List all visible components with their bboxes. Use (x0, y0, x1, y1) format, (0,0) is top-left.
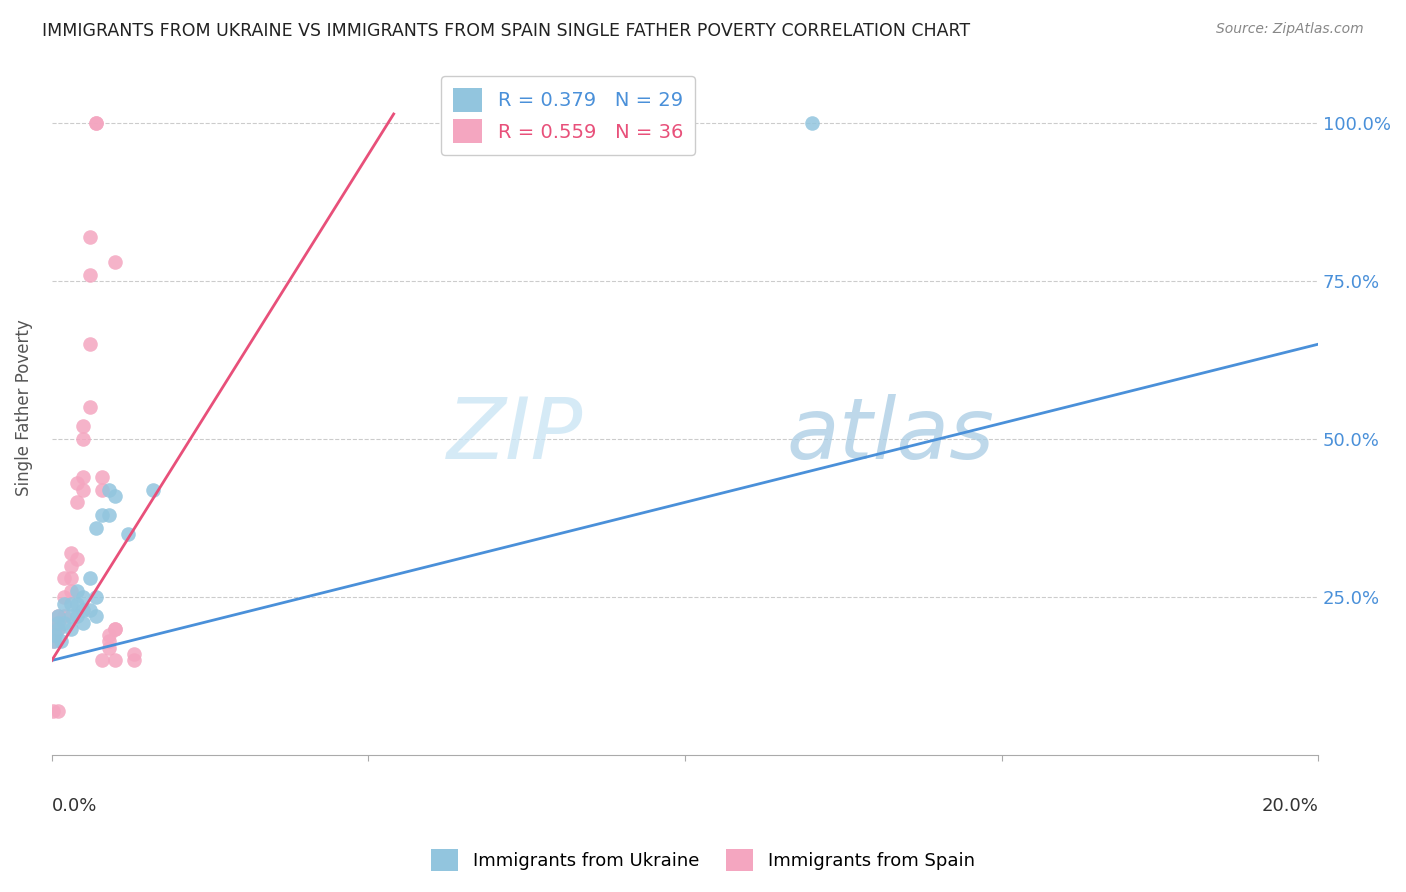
Point (79, 603, 101, 617)
Point (97, 640, 120, 655)
Point (53, 597, 76, 611)
Point (72, 470, 94, 484)
Point (46, 704, 69, 718)
Point (104, 489, 127, 503)
Point (42, 634, 65, 648)
Point (66, 583, 89, 598)
Point (46, 615, 69, 630)
Point (79, 401, 101, 415)
Point (42, 704, 65, 718)
Point (104, 255, 127, 269)
Point (84, 609, 107, 624)
Point (72, 419, 94, 434)
Point (72, 603, 94, 617)
Point (59, 609, 82, 624)
Point (53, 591, 76, 605)
Point (66, 597, 89, 611)
Point (51, 634, 73, 648)
Legend: R = 0.379   N = 29, R = 0.559   N = 36: R = 0.379 N = 29, R = 0.559 N = 36 (441, 77, 695, 155)
Point (84, 116, 107, 130)
Point (44, 628, 66, 642)
Point (46, 609, 69, 624)
Point (46, 622, 69, 636)
Text: ZIP: ZIP (447, 393, 583, 477)
Point (46, 609, 69, 624)
Point (84, 521, 107, 535)
Point (142, 483, 165, 497)
Point (72, 591, 94, 605)
Point (72, 483, 94, 497)
Point (122, 653, 145, 667)
Point (46, 615, 69, 630)
Y-axis label: Single Father Poverty: Single Father Poverty (15, 319, 32, 496)
Point (53, 571, 76, 585)
Point (53, 609, 76, 624)
Text: 0.0%: 0.0% (52, 797, 97, 815)
Legend: Immigrants from Ukraine, Immigrants from Spain: Immigrants from Ukraine, Immigrants from… (425, 842, 981, 879)
Text: atlas: atlas (786, 393, 994, 477)
Point (84, 591, 107, 605)
Point (79, 268, 101, 282)
Point (97, 628, 120, 642)
Point (66, 552, 89, 566)
Point (46, 622, 69, 636)
Point (79, 337, 101, 351)
Point (66, 495, 89, 509)
Point (72, 432, 94, 446)
Point (91, 508, 114, 522)
Point (44, 622, 66, 636)
Text: IMMIGRANTS FROM UKRAINE VS IMMIGRANTS FROM SPAIN SINGLE FATHER POVERTY CORRELATI: IMMIGRANTS FROM UKRAINE VS IMMIGRANTS FR… (42, 22, 970, 40)
Point (59, 558, 82, 573)
Point (59, 597, 82, 611)
Point (84, 116, 107, 130)
Point (800, 116, 823, 130)
Point (72, 615, 94, 630)
Point (91, 653, 114, 667)
Point (42, 634, 65, 648)
Point (104, 653, 127, 667)
Point (66, 476, 89, 491)
Point (59, 622, 82, 636)
Point (104, 622, 127, 636)
Point (122, 647, 145, 661)
Point (59, 583, 82, 598)
Point (79, 571, 101, 585)
Point (91, 470, 114, 484)
Text: 20.0%: 20.0% (1261, 797, 1319, 815)
Point (66, 609, 89, 624)
Point (97, 483, 120, 497)
Point (97, 508, 120, 522)
Point (97, 634, 120, 648)
Point (104, 622, 127, 636)
Point (117, 527, 139, 541)
Text: Source: ZipAtlas.com: Source: ZipAtlas.com (1216, 22, 1364, 37)
Point (42, 628, 65, 642)
Point (59, 546, 82, 560)
Point (59, 571, 82, 585)
Point (53, 615, 76, 630)
Point (79, 229, 101, 244)
Point (91, 483, 114, 497)
